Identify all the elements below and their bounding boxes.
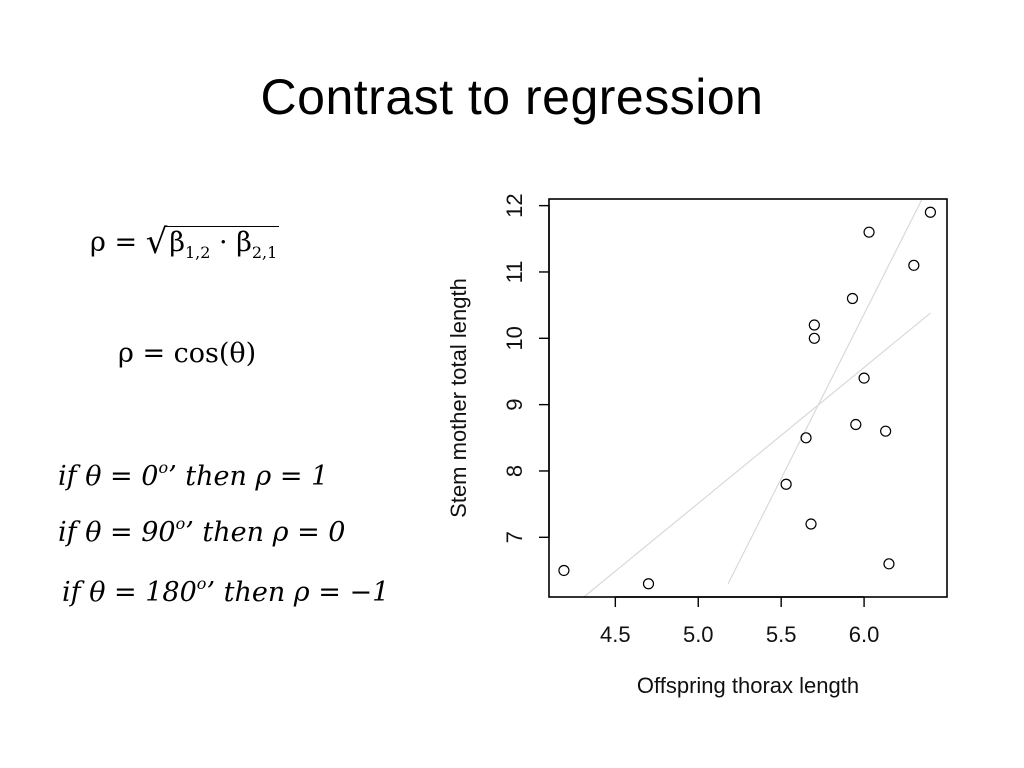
regression-line-1 <box>583 312 931 598</box>
degree-sup: o <box>158 458 169 477</box>
radicand: β1,2 · β2,1 <box>167 226 280 262</box>
formula-theta-0-main: if θ = 0 <box>58 461 159 492</box>
data-point-12 <box>880 425 892 437</box>
formula-theta-90-result: ’ then ρ = 0 <box>185 517 346 548</box>
data-point-11 <box>863 226 875 238</box>
formula-theta-180-main: if θ = 180 <box>62 577 197 608</box>
y-tick-label-6: 12 <box>502 193 527 217</box>
data-point-6 <box>808 319 820 331</box>
data-point-3 <box>780 478 792 490</box>
formula-theta-0-result: ’ then ρ = 1 <box>168 461 329 492</box>
y-tick-label-2: 8 <box>502 465 527 477</box>
y-tick-label-3: 9 <box>502 399 527 411</box>
data-point-9 <box>850 418 862 431</box>
equals-sign: = <box>114 227 138 258</box>
degree-sup: o <box>175 514 186 533</box>
data-point-15 <box>924 206 937 218</box>
formula-theta-90: if θ = 90o’ then ρ = 0 <box>58 506 345 551</box>
data-point-13 <box>883 558 895 570</box>
data-point-7 <box>808 332 820 344</box>
regression-lines <box>583 198 931 598</box>
y-tick-label-4: 10 <box>502 326 527 350</box>
x-tick-label-4: 6.0 <box>849 622 880 647</box>
formula-theta-0: if θ = 0o’ then ρ = 1 <box>58 450 328 495</box>
data-point-4 <box>800 432 812 444</box>
slide-title: Contrast to regression <box>260 69 764 125</box>
beta-1-subscript: 1,2 <box>184 243 211 262</box>
data-point-10 <box>858 372 870 384</box>
sqrt-sign: √ <box>145 222 168 262</box>
data-point-1 <box>558 564 570 577</box>
formula-theta-180-result: ’ then ρ = −1 <box>206 577 390 608</box>
dot-operator: · <box>219 227 228 258</box>
data-point-2 <box>642 578 655 590</box>
y-axis-label: Stem mother total length <box>446 278 471 518</box>
data-point-8 <box>846 292 859 305</box>
rho-symbol: ρ <box>90 227 106 258</box>
beta-2: β <box>236 227 252 258</box>
formula-rho-sqrt: ρ = √β1,2 · β2,1 <box>90 222 280 271</box>
formula-theta-180: if θ = 180o’ then ρ = −1 <box>62 566 389 611</box>
plot-frame <box>548 198 948 598</box>
x-tick-label-3: 5.5 <box>766 622 797 647</box>
data-point-5 <box>805 518 817 530</box>
formula-rho-cos: ρ = cos(θ) <box>118 338 257 369</box>
data-points <box>558 206 937 590</box>
beta-1: β <box>169 227 185 258</box>
y-tick-label-5: 11 <box>502 261 527 284</box>
y-axis: 7 8 9 10 11 12 <box>502 193 550 543</box>
formula-theta-90-main: if θ = 90 <box>58 517 176 548</box>
data-point-14 <box>908 259 920 271</box>
regression-line-2 <box>727 198 923 585</box>
beta-2-subscript: 2,1 <box>251 243 278 262</box>
x-axis-label: Offspring thorax length <box>637 673 859 698</box>
x-axis: 4.5 5.0 5.5 6.0 <box>600 596 880 647</box>
x-tick-label-1: 4.5 <box>600 622 631 647</box>
x-tick-label-2: 5.0 <box>683 622 714 647</box>
degree-sup: o <box>196 574 207 593</box>
y-tick-label-1: 7 <box>502 531 527 543</box>
